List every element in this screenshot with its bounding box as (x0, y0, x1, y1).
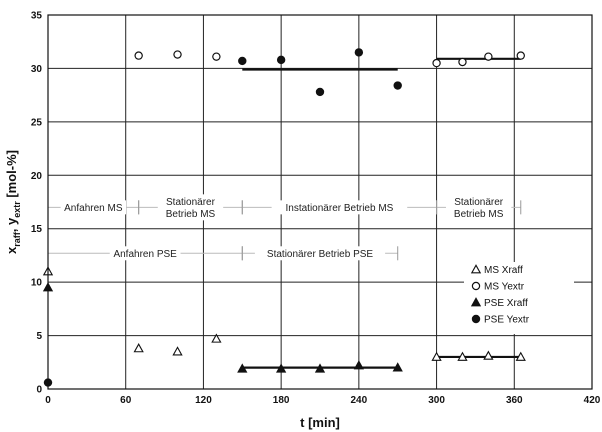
legend-background (464, 262, 574, 334)
y-axis-title-sep: , (4, 225, 19, 232)
x-tick-label: 180 (273, 395, 290, 406)
x-tick-label: 0 (45, 395, 51, 406)
y-tick-label: 25 (31, 117, 43, 128)
data-point-ms-xraff (172, 346, 183, 356)
data-point-pse-xraff (314, 363, 326, 373)
y-tick-label: 30 (31, 64, 43, 75)
legend-label: MS Xraff (484, 265, 523, 276)
phase-annotation: Instationärer Betrieb MS (241, 200, 438, 215)
x-axis-title: t [min] (300, 415, 340, 430)
data-point-pse-xraff (353, 360, 364, 370)
y-axis-title-x: x (4, 246, 19, 254)
phase-label-bg (445, 194, 512, 221)
y-tick-label: 20 (31, 171, 43, 182)
data-point-ms-yextr (516, 51, 525, 60)
data-point-ms-xraff (483, 350, 494, 360)
data-point-ms-yextr (212, 52, 221, 61)
y-tick-label: 0 (36, 385, 42, 396)
y-axis-title-sub-raff: raff (12, 231, 22, 247)
plot-frame (47, 14, 593, 390)
data-point-ms-xraff (431, 351, 442, 361)
phase-label-bg (157, 194, 224, 221)
data-point-ms-xraff (515, 351, 526, 361)
legend-label: PSE Xraff (484, 298, 528, 309)
data-point-pse-xraff (276, 363, 287, 373)
y-tick-label: 5 (36, 331, 42, 342)
phase-label-bg (109, 246, 181, 261)
x-tick-label: 420 (584, 395, 601, 406)
phase-label: Stationärer Betrieb MS (166, 197, 216, 220)
phase-annotation: Stationärer Betrieb PSE (241, 246, 399, 261)
data-point-ms-yextr (134, 51, 143, 60)
y-tick-label: 15 (31, 224, 43, 235)
phase-label-bg (60, 200, 127, 215)
data-point-ms-xraff (211, 333, 222, 343)
y-axis-title-sub-extr: extr (12, 201, 22, 218)
data-point-ms-yextr (484, 52, 493, 61)
data-point-pse-xraff (392, 362, 403, 372)
legend-marker (470, 297, 482, 307)
y-tick-labels: 0 5 10 15 20 25 30 35 (31, 11, 43, 396)
phase-label: Anfahren PSE (113, 249, 177, 260)
legend-item-pse-yextr: PSE Yextr (471, 314, 530, 326)
data-point-ms-xraff (133, 343, 144, 353)
phase-annotation: Stationärer Betrieb MS (138, 194, 243, 221)
data-point-pse-xraff (237, 363, 248, 373)
data-point-pse-yextr (315, 87, 325, 97)
legend-label: MS Yextr (484, 282, 525, 293)
data-point-pse-yextr (276, 55, 286, 65)
data-point-ms-xraff (457, 351, 468, 361)
phase-annotation: Stationärer Betrieb MS (436, 194, 522, 221)
phase-label-bg (254, 246, 386, 261)
legend-item-ms-xraff: MS Xraff (470, 264, 523, 276)
legend-marker (471, 281, 481, 291)
y-axis-title: xraff, yextr [mol-%] (4, 150, 22, 254)
y-tick-label: 35 (31, 11, 43, 22)
y-axis-title-y: y (4, 217, 19, 225)
x-tick-labels: 0 60 120 180 240 300 360 420 (45, 395, 601, 406)
data-point-pse-yextr (238, 56, 247, 66)
legend-marker (471, 314, 481, 324)
legend-item-pse-xraff: PSE Xraff (470, 297, 528, 309)
legend-label: PSE Yextr (484, 315, 530, 326)
y-axis-title-unit: [mol-%] (4, 150, 19, 201)
data-point-ms-yextr (458, 57, 467, 67)
x-tick-label: 360 (506, 395, 523, 406)
x-tick-label: 120 (195, 395, 212, 406)
y-tick-label: 10 (31, 278, 43, 289)
phase-label: Stationärer Betrieb PSE (267, 249, 373, 260)
legend: MS Xraff MS Yextr PSE Xraff PSE Yextr (464, 262, 574, 334)
data-point-ms-yextr (432, 58, 441, 68)
phase-label-bg (271, 200, 408, 215)
data-point-pse-yextr (393, 81, 402, 90)
phase-label: Stationärer Betrieb MS (454, 197, 504, 220)
x-tick-label: 240 (351, 395, 368, 406)
phase-annotations: Anfahren MS Stationärer Betrieb MS Instatio… (47, 194, 522, 261)
x-tick-label: 300 (428, 395, 445, 406)
phase-annotation: Anfahren MS (47, 200, 140, 215)
phase-label: Anfahren MS (64, 203, 123, 214)
legend-item-ms-yextr: MS Yextr (471, 281, 525, 293)
x-tick-label: 60 (120, 395, 132, 406)
data-point-ms-yextr (173, 50, 182, 59)
legend-marker (470, 264, 482, 274)
phase-label: Instationärer Betrieb MS (286, 203, 394, 214)
data-point-pse-yextr (354, 48, 364, 57)
